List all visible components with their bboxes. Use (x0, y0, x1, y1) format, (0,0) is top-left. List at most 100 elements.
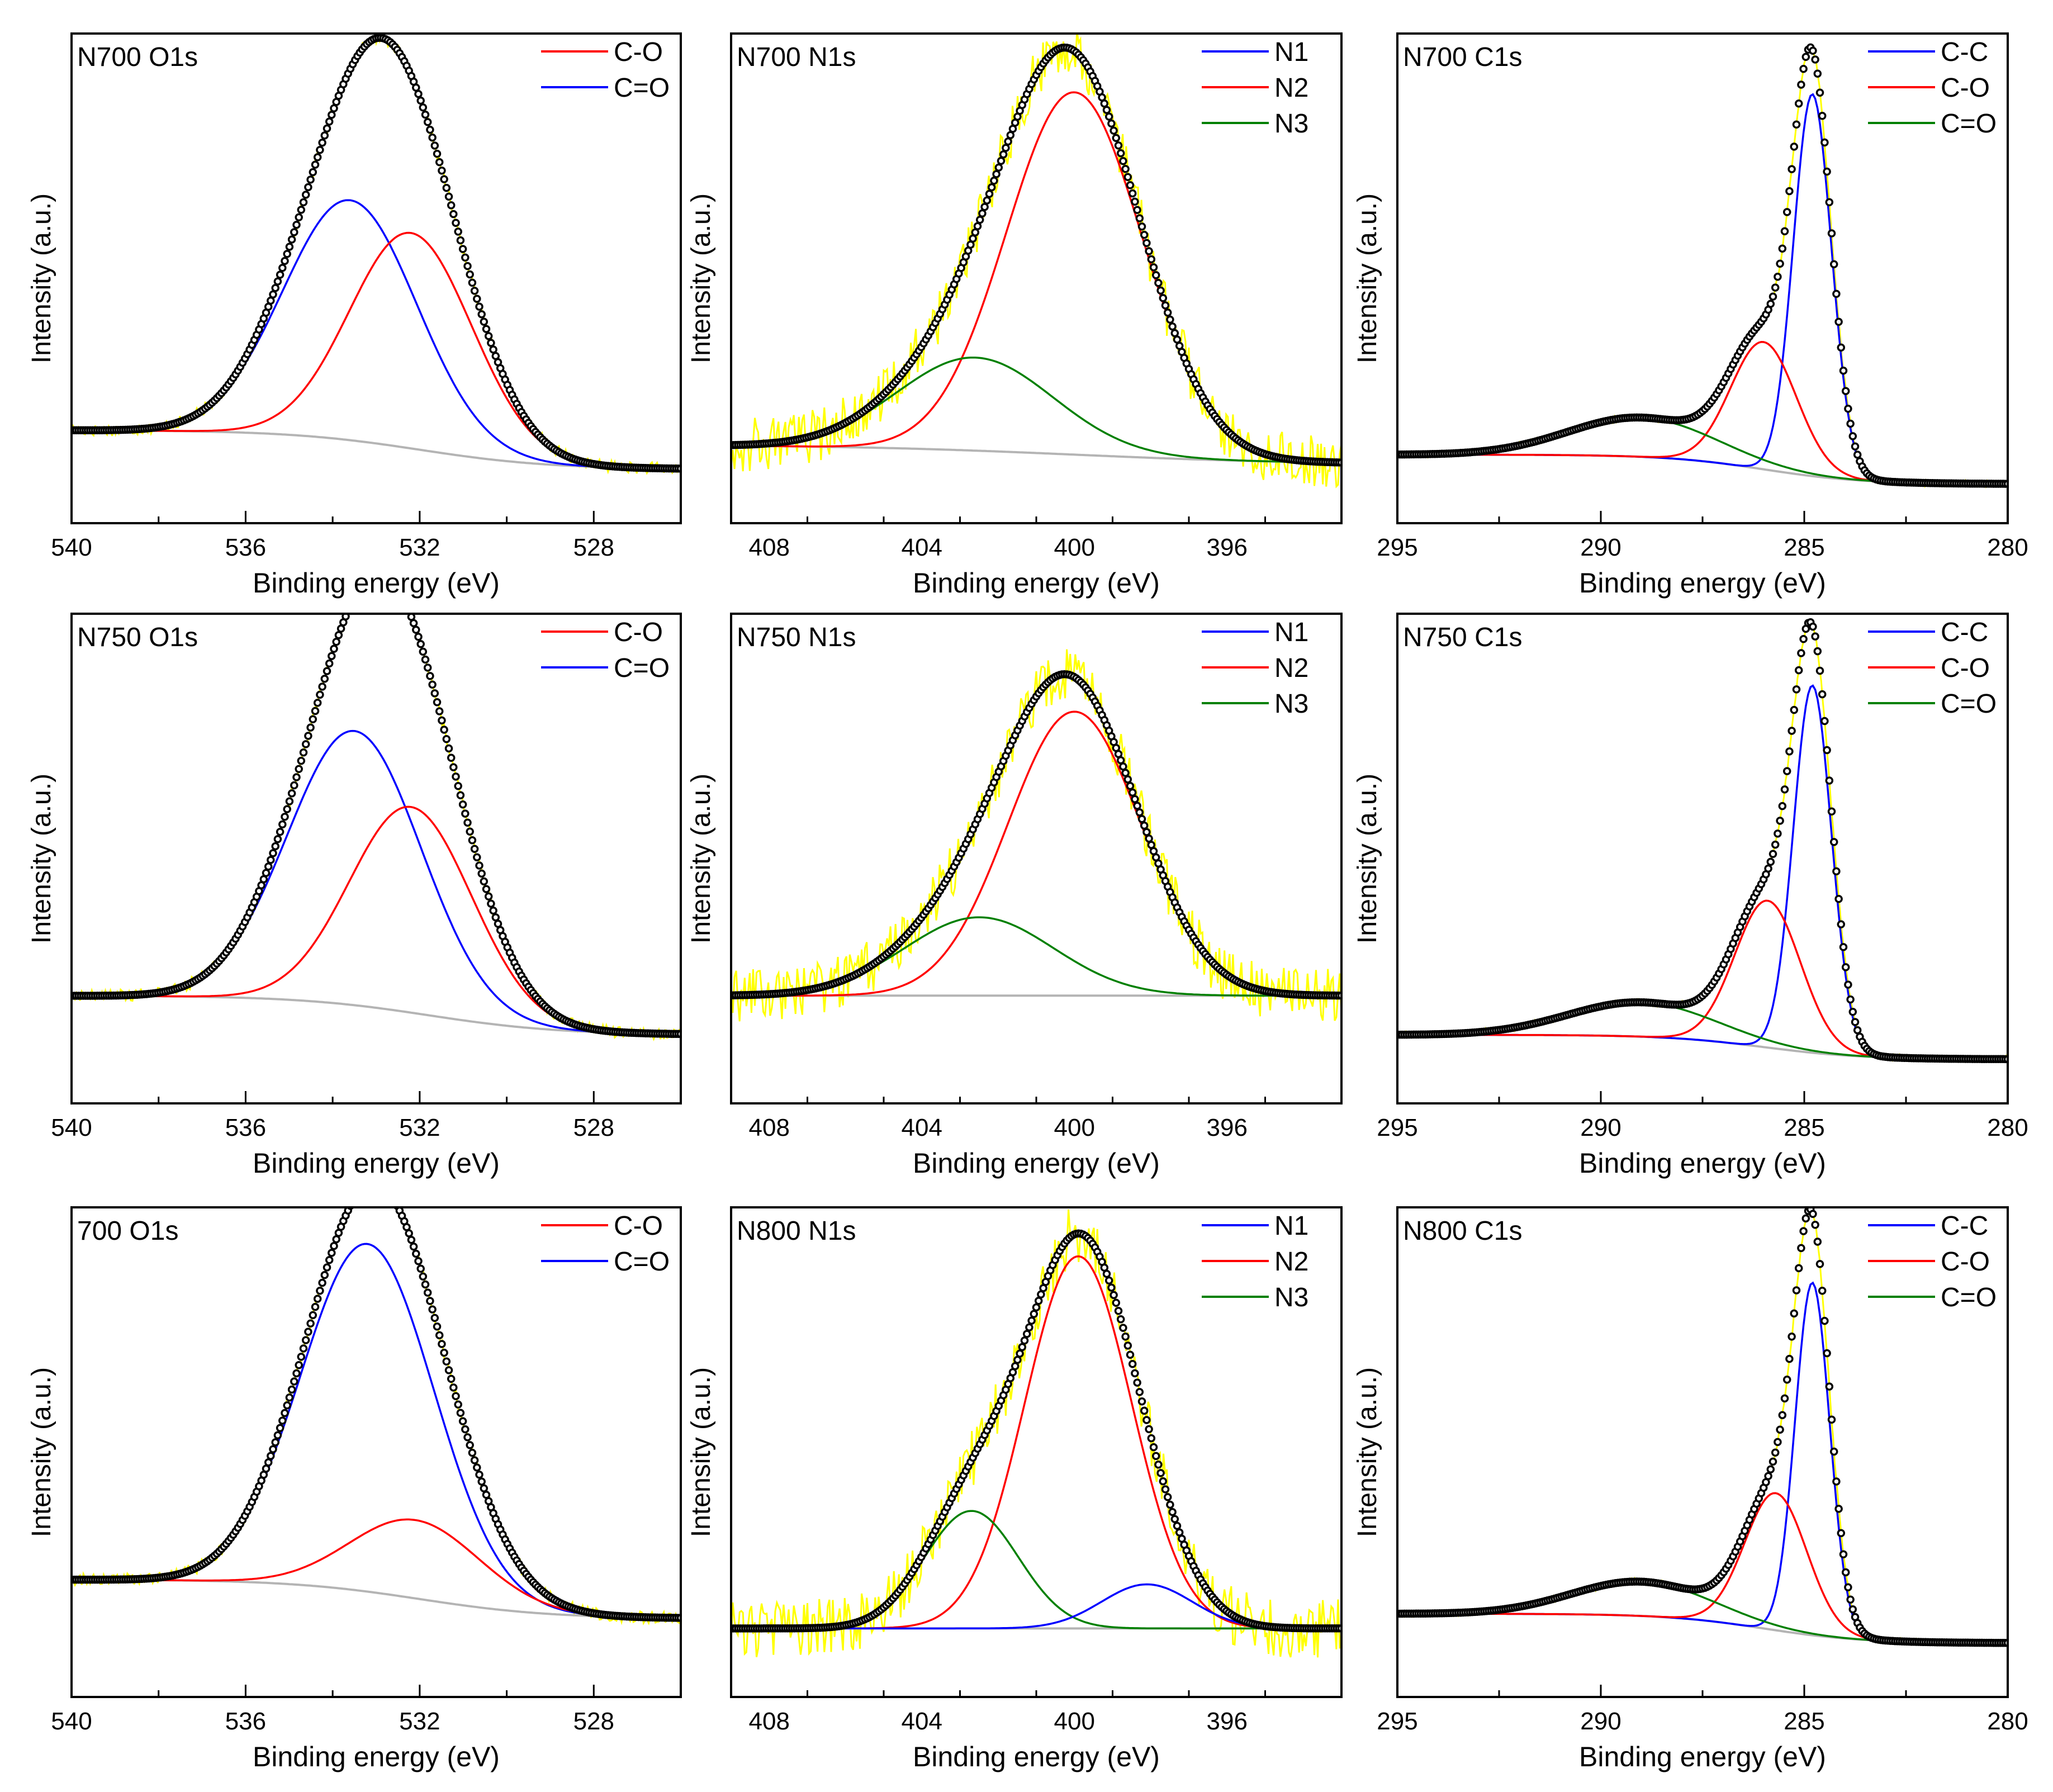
envelope-point (1006, 131, 1015, 139)
envelope-point (1154, 278, 1163, 287)
x-tick-label: 290 (1580, 534, 1621, 561)
envelope-point (1337, 458, 1340, 467)
envelope-point (1820, 138, 1829, 147)
envelope-point (1839, 1550, 1848, 1559)
envelope-point (390, 1194, 396, 1201)
raw-spectrum (1398, 44, 2007, 489)
legend: N1 N2 N3 (1202, 618, 1308, 719)
envelope-point (1768, 1457, 1777, 1466)
x-tick-label: 532 (399, 1708, 440, 1735)
envelope-point (430, 141, 439, 150)
envelope-point (330, 644, 338, 653)
x-tick-label: 528 (573, 1708, 614, 1735)
plot-area (73, 615, 680, 1041)
raw-spectrum (732, 35, 1340, 489)
envelope-point (1032, 1303, 1041, 1312)
envelope-point (482, 885, 491, 893)
envelope-point (1832, 1477, 1841, 1486)
envelope-point (1811, 55, 1819, 64)
envelope-point (271, 842, 279, 851)
envelope-point (1815, 1260, 1824, 1268)
x-tick-label: 532 (399, 534, 440, 561)
envelope-point (491, 352, 500, 361)
legend-label: C=O (1941, 689, 1997, 719)
envelope-point (1114, 1307, 1123, 1315)
envelope-point (1829, 838, 1838, 846)
envelope-point (1025, 1323, 1033, 1331)
envelope-point (1782, 767, 1791, 775)
envelope-point (276, 271, 285, 279)
envelope-point (278, 820, 287, 829)
envelope-point (325, 659, 334, 668)
envelope-point (1116, 756, 1125, 765)
panel-n700-c1s: 295 290 285 280 Binding energy (eV) Intensity… (1353, 32, 2028, 599)
legend: N1 N2 N3 (1202, 37, 1308, 139)
legend: C-C C-O C=O (1868, 1211, 1997, 1312)
envelope-point (480, 317, 489, 326)
panel-title: N750 C1s (1403, 623, 1522, 652)
envelope-point (309, 1311, 317, 1320)
envelope-point (311, 160, 320, 169)
envelope-point (1104, 112, 1113, 121)
envelope-point (387, 1191, 393, 1197)
envelope-point (421, 1280, 430, 1289)
envelope-point (1813, 1238, 1822, 1246)
envelope-point (1166, 315, 1174, 324)
envelope-point (458, 800, 467, 809)
x-tick-label: 404 (902, 534, 942, 561)
x-tick-label: 404 (902, 1708, 942, 1735)
envelope-point (264, 1458, 273, 1467)
envelope-point (438, 716, 446, 725)
envelope-point (362, 1183, 368, 1189)
envelope-point (1126, 1350, 1135, 1359)
envelope-point (449, 763, 458, 771)
envelope-point (468, 1448, 477, 1457)
envelope-point (1128, 788, 1137, 797)
envelope-point (449, 1383, 458, 1392)
envelope-point (412, 625, 420, 634)
envelope-point (1161, 1485, 1170, 1494)
envelope-point (484, 331, 493, 340)
envelope-point (461, 1425, 470, 1434)
envelope-point (1168, 1507, 1177, 1516)
envelope-point (423, 118, 432, 126)
envelope-point (454, 1400, 462, 1409)
envelope-point (1137, 222, 1146, 231)
envelope-point (1004, 137, 1012, 146)
envelope-point (292, 1369, 301, 1378)
y-axis-label: Intensity (a.u.) (27, 193, 56, 363)
x-axis-label: Binding energy (eV) (1579, 567, 1826, 599)
envelope-point (475, 1471, 483, 1479)
envelope-point (676, 1614, 680, 1622)
envelope-point (489, 906, 497, 915)
legend-label: C-O (614, 37, 663, 67)
panel-n750-n1s: 408 404 400 396 Binding energy (eV) Intensity… (686, 613, 1343, 1179)
plot-frame (70, 613, 682, 1104)
envelope-points (73, 1179, 680, 1622)
envelope-point (290, 781, 298, 790)
envelope-point (311, 1302, 320, 1311)
envelope-point (430, 1314, 439, 1322)
envelope-point (1768, 850, 1777, 859)
envelope-point (428, 1305, 437, 1314)
envelope-point (1825, 776, 1834, 785)
raw-spectrum (732, 649, 1340, 1022)
envelope-point (489, 345, 497, 354)
envelope-point (1104, 1276, 1113, 1285)
envelope-point (435, 707, 444, 715)
envelope-point (299, 748, 308, 757)
x-axis-label: Binding energy (eV) (913, 1148, 1160, 1179)
x-tick-label: 295 (1377, 534, 1417, 561)
envelope-point (449, 210, 458, 219)
envelope-point (433, 698, 442, 707)
envelope-point (1110, 126, 1118, 135)
x-tick-label: 285 (1784, 1708, 1824, 1735)
envelope-points (73, 35, 680, 473)
envelope-point (283, 805, 291, 813)
envelope-points (732, 1229, 1340, 1633)
envelope-point (371, 1179, 377, 1186)
envelope-point (458, 1417, 467, 1425)
envelope-point (1123, 173, 1132, 181)
envelope-point (999, 150, 1008, 159)
envelope-point (1778, 802, 1787, 810)
